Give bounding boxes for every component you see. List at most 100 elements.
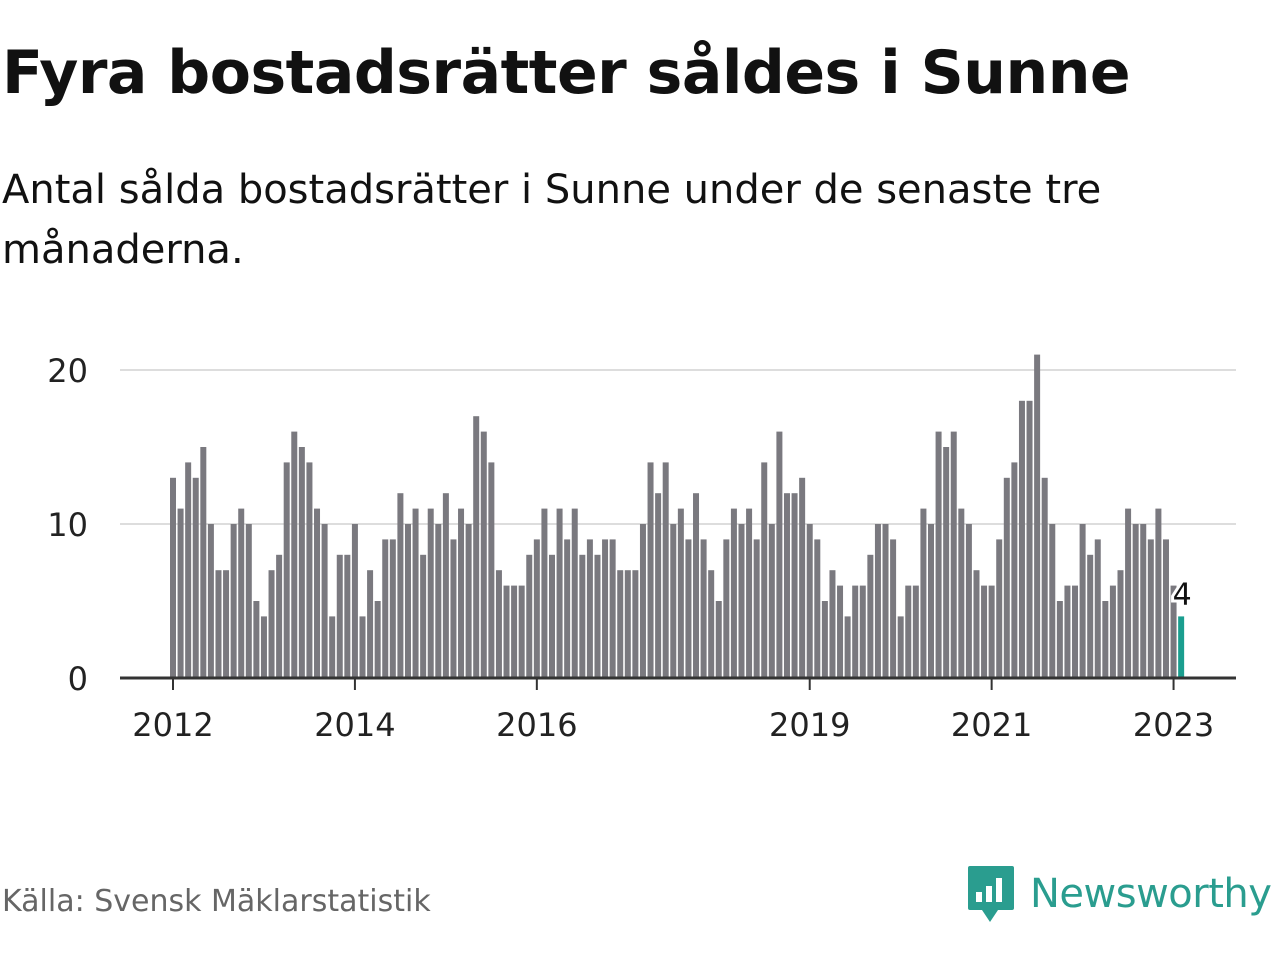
bar [170,477,176,678]
bar [1041,477,1048,678]
bar [382,539,389,678]
source-note: Källa: Svensk Mäklarstatistik [2,884,431,919]
x-tick-label: 2014 [314,706,395,744]
newsworthy-icon [968,866,1014,922]
bar [920,508,927,678]
bar [730,508,737,678]
bar [746,508,753,678]
bar [207,524,214,678]
bar [533,539,540,678]
bar [435,524,442,678]
bar [503,585,510,678]
bar [526,554,533,678]
bar [185,462,192,678]
bar [420,554,427,678]
bar-highlight [1178,616,1185,678]
bar [935,431,942,678]
bar [397,493,404,678]
bar [912,585,919,678]
bar [799,477,806,678]
bar [1011,462,1018,678]
bar [245,524,252,678]
bar [723,539,730,678]
bar [677,508,684,678]
bar [1125,508,1132,678]
bar [215,570,222,678]
bar [655,493,662,678]
bar [200,447,207,678]
bar [859,585,866,678]
bar [541,508,548,678]
bar [890,539,897,678]
bar [685,539,692,678]
bar [738,524,745,678]
last-value-label: 4 [1173,577,1192,612]
bar [1155,508,1162,678]
bar [844,616,851,678]
bar [1162,539,1169,678]
bar [1056,601,1063,678]
x-axis [120,676,1236,690]
bar [1117,570,1124,678]
bar [829,570,836,678]
bar [518,585,525,678]
bar [1102,601,1109,678]
bar [549,554,555,678]
bar [586,539,593,678]
bar [624,570,631,678]
bar [367,570,374,678]
bar [958,508,965,678]
chart-title: Fyra bostadsrätter såldes i Sunne [2,38,1131,108]
bar [988,585,995,678]
bar [867,554,874,678]
bar [632,570,639,678]
bar [693,493,700,678]
bar [458,508,465,678]
bar [965,524,972,678]
bar [761,462,768,678]
bar [715,601,722,678]
x-tick-label: 2023 [1133,706,1214,744]
bar [821,601,828,678]
bar [1147,539,1154,678]
bar [1072,585,1079,678]
bar [791,493,798,678]
bar [465,524,472,678]
bar [412,508,419,678]
bar [874,524,881,678]
bars [170,354,1185,678]
bar [571,508,578,678]
bar [298,447,305,678]
bar [329,616,336,678]
bar [814,539,821,678]
bar [662,462,669,678]
bar [950,431,957,678]
bar [1094,539,1101,678]
y-tick-label: 0 [68,660,88,698]
bar [321,524,328,678]
bar [1140,524,1147,678]
bar [1109,585,1116,678]
bar [1018,400,1025,678]
bar [306,462,313,678]
bar [495,570,502,678]
bar [556,508,563,678]
bar [336,554,343,678]
bar [776,431,783,678]
bar [647,462,654,678]
bar [480,431,487,678]
bar [511,585,518,678]
bar [359,616,366,678]
bar [351,524,358,678]
bar [291,431,298,678]
bar [564,539,571,678]
bar [344,554,351,678]
bar [192,477,199,678]
bar [374,601,381,678]
bar [314,508,321,678]
bar [882,524,889,678]
x-tick-label: 2021 [951,706,1032,744]
bar [670,524,677,678]
bar [981,585,988,678]
bar [230,524,237,678]
